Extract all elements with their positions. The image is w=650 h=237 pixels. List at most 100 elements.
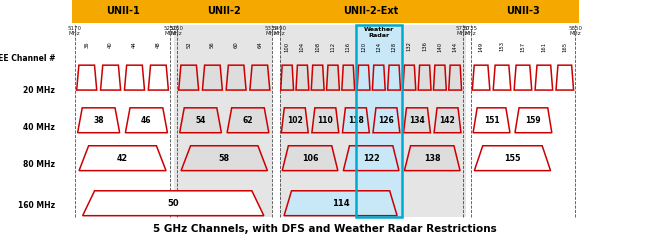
Polygon shape xyxy=(77,65,97,90)
Text: Weather
Radar: Weather Radar xyxy=(363,27,394,38)
Polygon shape xyxy=(474,146,551,171)
Text: 106: 106 xyxy=(302,154,318,163)
Polygon shape xyxy=(250,65,270,90)
Polygon shape xyxy=(124,65,144,90)
Text: 112: 112 xyxy=(330,41,335,52)
Text: 5250
MHz: 5250 MHz xyxy=(170,26,184,36)
Text: 40 MHz: 40 MHz xyxy=(23,123,55,132)
Polygon shape xyxy=(326,65,339,90)
Polygon shape xyxy=(404,108,430,133)
Bar xyxy=(356,25,402,217)
Text: IEEE Channel #: IEEE Channel # xyxy=(0,54,55,63)
Text: 138: 138 xyxy=(424,154,441,163)
Polygon shape xyxy=(418,65,431,90)
Text: 54: 54 xyxy=(196,116,205,125)
Text: 5730
MHz: 5730 MHz xyxy=(456,26,470,36)
Polygon shape xyxy=(226,65,246,90)
Polygon shape xyxy=(83,191,264,216)
Text: 153: 153 xyxy=(499,41,504,51)
Polygon shape xyxy=(79,146,166,171)
Text: 42: 42 xyxy=(117,154,128,163)
Polygon shape xyxy=(434,65,447,90)
Polygon shape xyxy=(387,65,400,90)
Polygon shape xyxy=(77,108,120,133)
Text: 151: 151 xyxy=(484,116,499,125)
Polygon shape xyxy=(101,65,121,90)
Polygon shape xyxy=(434,108,461,133)
Text: UNII-2: UNII-2 xyxy=(207,6,241,16)
Text: 48: 48 xyxy=(156,41,161,48)
Text: 126: 126 xyxy=(378,116,395,125)
Text: 128: 128 xyxy=(391,41,396,52)
Text: 110: 110 xyxy=(317,116,333,125)
Text: 124: 124 xyxy=(376,41,382,52)
Polygon shape xyxy=(281,65,294,90)
Polygon shape xyxy=(179,65,199,90)
Text: 134: 134 xyxy=(409,116,425,125)
Text: 136: 136 xyxy=(422,41,427,51)
Text: UNII-3: UNII-3 xyxy=(506,6,540,16)
Text: 144: 144 xyxy=(452,41,458,52)
Polygon shape xyxy=(514,65,532,90)
Text: 104: 104 xyxy=(300,41,305,52)
Polygon shape xyxy=(284,191,397,216)
Polygon shape xyxy=(473,108,510,133)
Text: 160 MHz: 160 MHz xyxy=(18,201,55,210)
Text: 142: 142 xyxy=(439,116,456,125)
Polygon shape xyxy=(404,146,460,171)
Text: 149: 149 xyxy=(478,41,484,52)
Text: 161: 161 xyxy=(541,41,547,52)
Text: 60: 60 xyxy=(233,41,239,48)
Text: 132: 132 xyxy=(407,41,412,51)
Polygon shape xyxy=(311,65,324,90)
Text: 5 GHz Channels, with DFS and Weather Radar Restrictions: 5 GHz Channels, with DFS and Weather Rad… xyxy=(153,224,497,234)
Text: 157: 157 xyxy=(521,41,525,52)
Polygon shape xyxy=(179,108,222,133)
Text: 52: 52 xyxy=(186,41,191,48)
Polygon shape xyxy=(515,108,552,133)
Polygon shape xyxy=(357,65,370,90)
Polygon shape xyxy=(202,65,222,90)
Polygon shape xyxy=(373,108,400,133)
Text: 155: 155 xyxy=(504,154,521,163)
Text: 38: 38 xyxy=(94,116,104,125)
Text: 5170
MHz: 5170 MHz xyxy=(68,26,82,36)
Bar xyxy=(72,0,578,23)
Polygon shape xyxy=(342,65,355,90)
Bar xyxy=(356,25,402,217)
Polygon shape xyxy=(556,65,573,90)
Polygon shape xyxy=(535,65,552,90)
Text: 50: 50 xyxy=(168,199,179,208)
Text: UNII-2-Ext: UNII-2-Ext xyxy=(343,6,398,16)
Polygon shape xyxy=(312,108,339,133)
Text: 102: 102 xyxy=(287,116,303,125)
Text: 40: 40 xyxy=(108,41,113,48)
Polygon shape xyxy=(493,65,511,90)
Polygon shape xyxy=(181,146,267,171)
Text: 118: 118 xyxy=(348,116,364,125)
Text: 165: 165 xyxy=(562,41,567,52)
Text: 36: 36 xyxy=(84,41,89,48)
Polygon shape xyxy=(403,65,416,90)
Polygon shape xyxy=(473,65,490,90)
Polygon shape xyxy=(125,108,168,133)
Text: 5490
MHz: 5490 MHz xyxy=(272,26,287,36)
Text: 116: 116 xyxy=(346,41,351,52)
Bar xyxy=(174,25,466,217)
Text: 5735
MHz: 5735 MHz xyxy=(463,26,478,36)
Text: 80 MHz: 80 MHz xyxy=(23,160,55,169)
Text: 100: 100 xyxy=(285,41,290,52)
Polygon shape xyxy=(343,108,369,133)
Text: 44: 44 xyxy=(132,41,137,48)
Text: 46: 46 xyxy=(141,116,151,125)
Text: 5250
MHz: 5250 MHz xyxy=(163,26,177,36)
Text: 122: 122 xyxy=(363,154,380,163)
Text: 62: 62 xyxy=(242,116,254,125)
Text: 5330
MHz: 5330 MHz xyxy=(265,26,279,36)
Text: 159: 159 xyxy=(526,116,541,125)
Polygon shape xyxy=(448,65,461,90)
Text: 140: 140 xyxy=(437,41,443,52)
Text: 64: 64 xyxy=(257,41,263,48)
Text: 20 MHz: 20 MHz xyxy=(23,86,55,95)
Text: 58: 58 xyxy=(218,154,230,163)
